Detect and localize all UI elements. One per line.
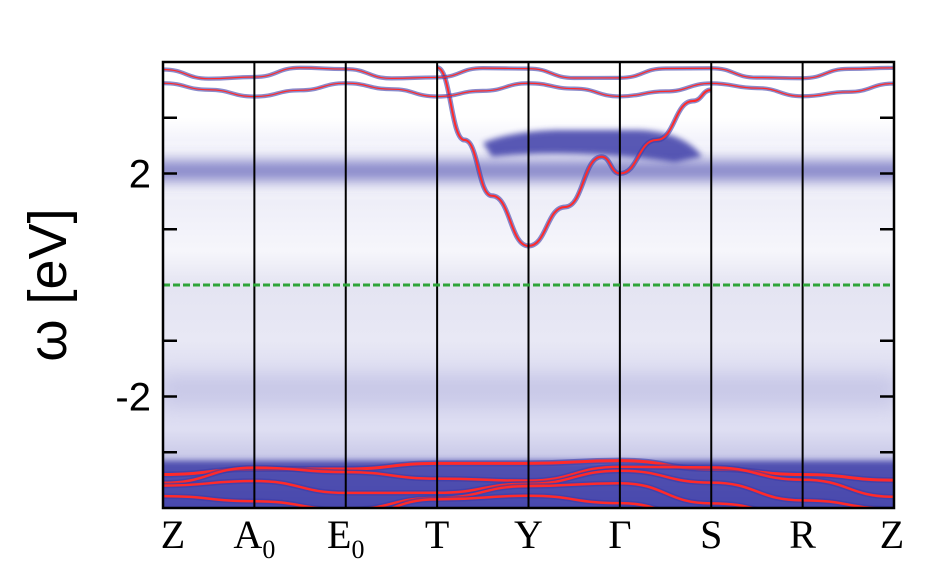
x-tick-label-T: T xyxy=(425,512,449,557)
x-tick-label-Γ: Γ xyxy=(608,512,631,557)
x-tick-label-E0: E0 xyxy=(327,512,364,564)
x-tick-label-A0: A0 xyxy=(233,512,275,564)
y-tick-label: 2 xyxy=(129,153,151,197)
y-tick-label: -2 xyxy=(115,376,151,420)
x-tick-label-Z: Z xyxy=(161,512,185,557)
x-axis-tick-labels: Z A0 E0 T Y Γ S R Z xyxy=(161,512,904,564)
x-tick-label-S: S xyxy=(700,512,722,557)
y-axis-label: ω [eV] xyxy=(18,208,78,361)
conduction-band xyxy=(436,66,712,247)
x-tick-label-Y: Y xyxy=(514,512,543,557)
conduction-band-weight xyxy=(482,130,703,163)
x-tick-label-R: R xyxy=(789,512,816,557)
y-axis-ticks: 2 -2 xyxy=(115,116,894,454)
plot-frame xyxy=(161,60,896,510)
x-tick-label-Z: Z xyxy=(880,512,904,557)
